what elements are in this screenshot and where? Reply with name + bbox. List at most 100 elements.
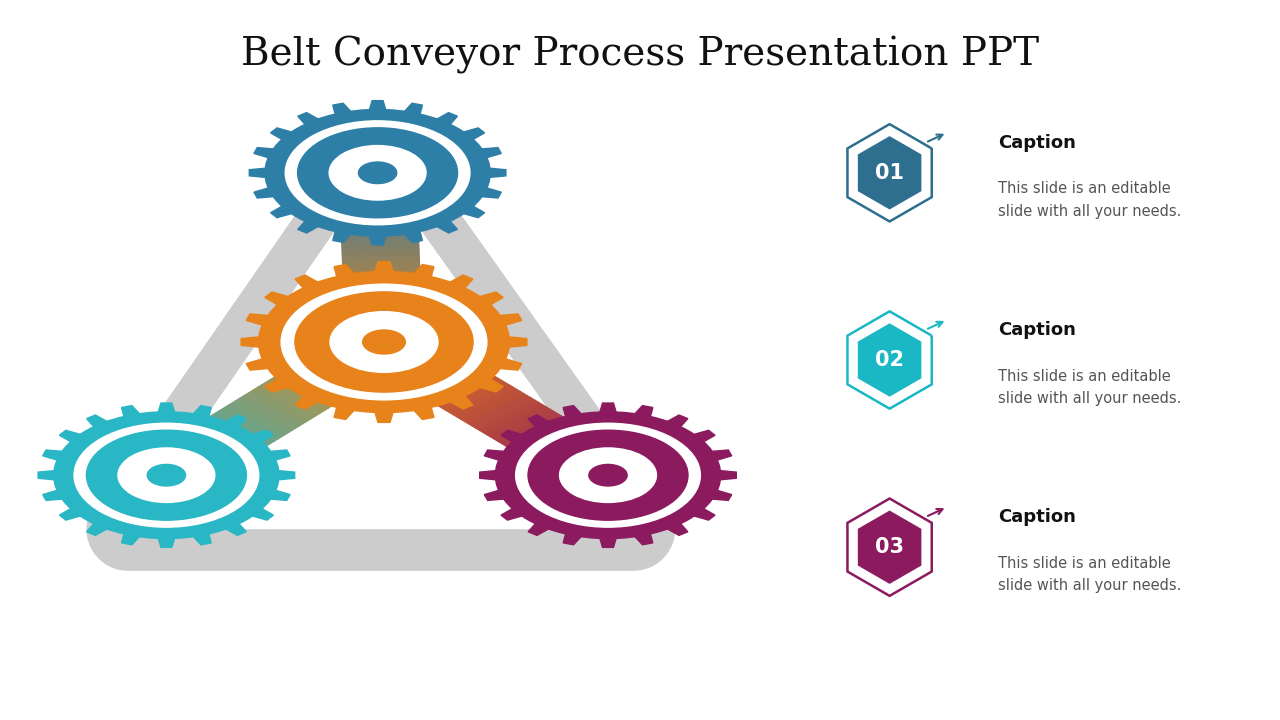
- Polygon shape: [420, 365, 479, 397]
- Polygon shape: [568, 454, 628, 485]
- Polygon shape: [479, 400, 539, 432]
- Polygon shape: [506, 416, 564, 448]
- Polygon shape: [342, 334, 402, 366]
- Polygon shape: [265, 489, 291, 500]
- Polygon shape: [334, 338, 394, 370]
- Polygon shape: [543, 438, 603, 470]
- Polygon shape: [342, 240, 419, 244]
- Polygon shape: [344, 297, 421, 300]
- Polygon shape: [486, 405, 547, 437]
- Polygon shape: [389, 347, 449, 379]
- Polygon shape: [142, 456, 202, 487]
- Polygon shape: [356, 327, 416, 359]
- Polygon shape: [146, 454, 206, 485]
- Polygon shape: [494, 357, 522, 370]
- Polygon shape: [383, 343, 442, 374]
- Polygon shape: [339, 186, 416, 190]
- Polygon shape: [490, 407, 550, 439]
- Polygon shape: [340, 206, 417, 210]
- Text: This slide is an editable
slide with all your needs.: This slide is an editable slide with all…: [998, 556, 1181, 593]
- Polygon shape: [225, 405, 285, 436]
- Polygon shape: [344, 310, 421, 314]
- Polygon shape: [343, 285, 420, 289]
- Polygon shape: [157, 535, 175, 547]
- Polygon shape: [339, 172, 416, 176]
- Polygon shape: [344, 294, 421, 297]
- Polygon shape: [156, 447, 216, 479]
- Polygon shape: [344, 319, 421, 323]
- Polygon shape: [343, 288, 420, 292]
- Polygon shape: [270, 204, 297, 217]
- Polygon shape: [59, 431, 86, 444]
- Polygon shape: [344, 307, 421, 312]
- Polygon shape: [434, 374, 494, 405]
- Polygon shape: [343, 257, 420, 261]
- Polygon shape: [484, 489, 509, 500]
- Polygon shape: [340, 201, 417, 204]
- Polygon shape: [411, 404, 434, 420]
- Polygon shape: [393, 349, 453, 382]
- Polygon shape: [334, 404, 357, 420]
- Polygon shape: [442, 378, 502, 410]
- Polygon shape: [402, 103, 422, 117]
- Polygon shape: [346, 333, 422, 337]
- Polygon shape: [431, 372, 490, 403]
- Polygon shape: [521, 425, 580, 456]
- Polygon shape: [404, 356, 465, 388]
- Polygon shape: [689, 431, 716, 444]
- Polygon shape: [502, 414, 561, 446]
- Polygon shape: [562, 449, 621, 481]
- Polygon shape: [340, 220, 417, 224]
- Polygon shape: [453, 385, 513, 417]
- Polygon shape: [500, 431, 527, 444]
- Polygon shape: [707, 489, 732, 500]
- Polygon shape: [251, 390, 311, 421]
- Polygon shape: [178, 434, 238, 465]
- Polygon shape: [411, 264, 434, 280]
- Polygon shape: [476, 186, 502, 198]
- Text: This slide is an editable
slide with all your needs.: This slide is an editable slide with all…: [998, 369, 1181, 406]
- Polygon shape: [211, 414, 271, 446]
- Polygon shape: [374, 409, 394, 423]
- Polygon shape: [291, 365, 351, 397]
- Polygon shape: [340, 189, 417, 193]
- Polygon shape: [339, 184, 416, 187]
- Polygon shape: [128, 169, 634, 529]
- Polygon shape: [342, 243, 419, 246]
- Circle shape: [259, 271, 509, 413]
- Polygon shape: [340, 195, 417, 199]
- Polygon shape: [340, 212, 417, 215]
- Polygon shape: [269, 379, 329, 410]
- Polygon shape: [239, 396, 300, 428]
- Polygon shape: [344, 313, 421, 317]
- Polygon shape: [535, 433, 595, 466]
- Circle shape: [87, 431, 246, 520]
- Circle shape: [282, 284, 486, 400]
- Circle shape: [74, 423, 259, 527]
- Polygon shape: [196, 423, 256, 454]
- Polygon shape: [323, 345, 383, 377]
- Polygon shape: [344, 291, 421, 294]
- Circle shape: [285, 121, 470, 225]
- Polygon shape: [449, 382, 509, 415]
- Circle shape: [147, 464, 186, 486]
- Polygon shape: [563, 405, 584, 420]
- Polygon shape: [253, 148, 279, 159]
- Polygon shape: [182, 432, 242, 463]
- Polygon shape: [122, 405, 142, 420]
- Polygon shape: [714, 470, 736, 480]
- Circle shape: [495, 412, 721, 539]
- Polygon shape: [308, 354, 369, 385]
- Polygon shape: [858, 323, 922, 397]
- Polygon shape: [484, 450, 509, 462]
- Polygon shape: [344, 332, 404, 364]
- Polygon shape: [339, 175, 416, 179]
- Polygon shape: [246, 314, 274, 327]
- Polygon shape: [468, 394, 527, 426]
- Polygon shape: [346, 338, 422, 343]
- Polygon shape: [433, 112, 457, 127]
- Polygon shape: [343, 269, 420, 272]
- Polygon shape: [200, 420, 260, 452]
- Polygon shape: [374, 261, 394, 275]
- Polygon shape: [458, 204, 485, 217]
